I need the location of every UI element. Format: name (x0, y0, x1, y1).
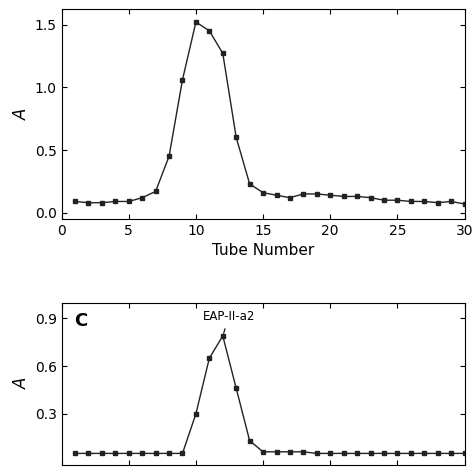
X-axis label: Tube Number: Tube Number (212, 244, 314, 258)
Text: C: C (74, 312, 87, 330)
Y-axis label: A: A (13, 109, 31, 120)
Text: EAP-II-a2: EAP-II-a2 (202, 310, 255, 333)
Y-axis label: A: A (13, 378, 31, 389)
